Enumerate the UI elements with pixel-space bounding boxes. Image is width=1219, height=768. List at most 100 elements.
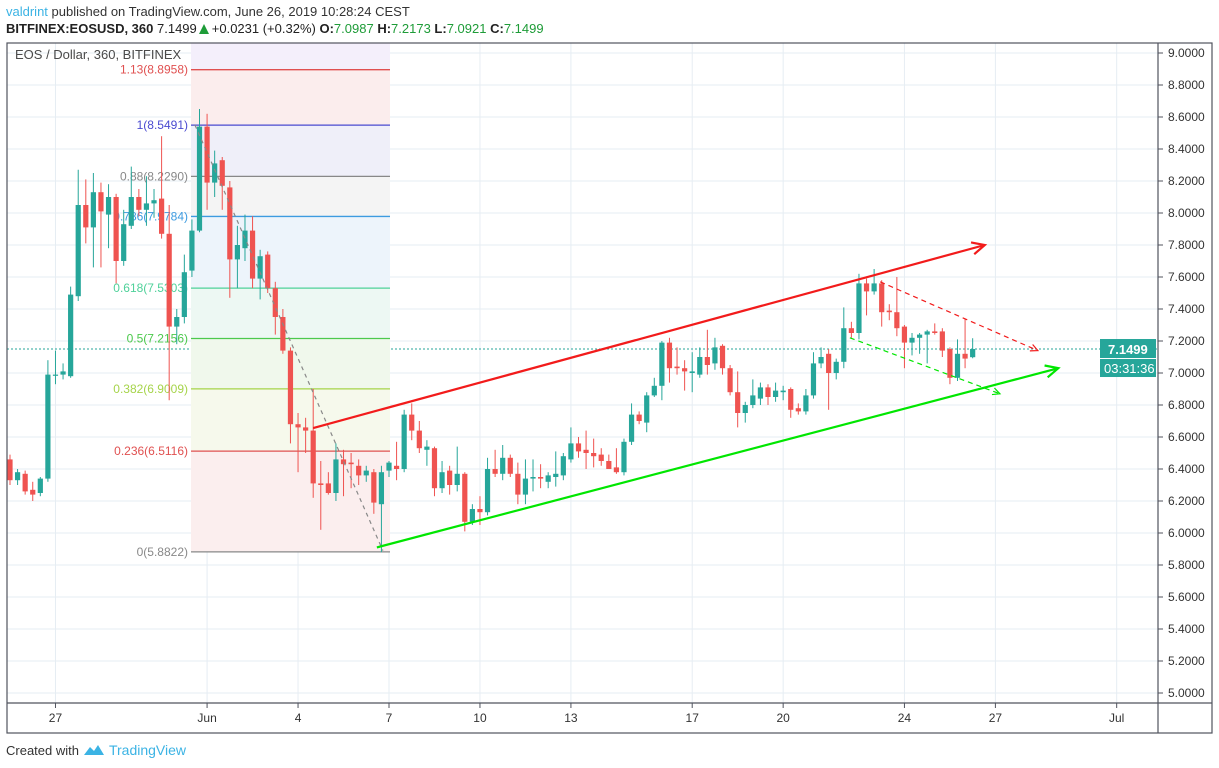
candle: [507, 454, 513, 477]
candle-body: [7, 459, 13, 481]
candle-body: [371, 472, 377, 503]
candle: [189, 219, 195, 277]
candle-body: [174, 317, 180, 327]
trendlines[interactable]: [194, 124, 1061, 551]
candle: [689, 352, 695, 393]
candle: [879, 280, 885, 327]
fib-zone: [191, 43, 390, 70]
candle-body: [712, 347, 718, 364]
price-tick-label: 7.6000: [1168, 270, 1205, 284]
candle: [606, 454, 612, 469]
resistance-trendline-arrowhead: [970, 241, 988, 256]
candle: [962, 318, 968, 369]
candle-body: [181, 272, 187, 317]
fib-level-label: 0.236(6.5116): [114, 444, 188, 458]
footer: Created with TradingView: [6, 742, 186, 758]
candle-body: [924, 331, 930, 335]
candle-body: [227, 187, 233, 260]
candle: [682, 360, 688, 391]
candle-body: [666, 342, 673, 369]
candle-body: [272, 288, 278, 317]
candle-body: [219, 160, 225, 186]
candle-body: [939, 331, 945, 351]
candle-body: [424, 446, 430, 450]
candle: [227, 181, 233, 298]
fibonacci-retracement[interactable]: 1.13(8.8958) 1(8.5491) 0.88(8.2290) 0.786(7…: [113, 43, 390, 559]
candle: [742, 401, 748, 423]
candle-body: [568, 443, 574, 460]
candle-body: [386, 462, 392, 471]
candle-body: [143, 203, 150, 210]
time-axis[interactable]: 27 Jun 4 7 10 13 17 20 24 27 Jul: [49, 703, 1125, 725]
descending-support-dashed: [849, 337, 1001, 395]
price-tick-label: 7.4000: [1168, 302, 1205, 316]
candle-body: [947, 349, 953, 378]
author-link[interactable]: valdrint: [6, 4, 48, 19]
candle-body: [105, 197, 112, 215]
candle-body: [871, 283, 877, 292]
candle: [52, 350, 59, 385]
price-tick-label: 8.0000: [1168, 206, 1205, 220]
candle: [613, 448, 619, 474]
candle: [484, 457, 491, 516]
candle-body: [363, 470, 369, 476]
chart-frame: [6, 42, 1213, 734]
candle-body: [318, 483, 324, 485]
candle-body: [901, 326, 908, 343]
candle-body: [484, 469, 491, 513]
candle-body: [621, 441, 627, 473]
candle: [174, 309, 180, 345]
candle-body: [530, 477, 536, 479]
last-price-marker: 7.1499 03:31:36: [1100, 339, 1156, 378]
candle-body: [22, 473, 28, 492]
candle: [704, 329, 710, 375]
descending-resistance-dashed: [879, 281, 1039, 352]
candle-body: [545, 475, 551, 482]
candle-body: [553, 473, 559, 477]
candle: [212, 150, 218, 197]
price-change: +0.0231 (+0.32%): [211, 21, 316, 36]
candle-body: [757, 387, 764, 399]
fib-trend-dashed-line: [194, 124, 384, 551]
chart-legend: EOS / Dollar, 360, BITFINEX: [15, 47, 181, 62]
candle-body: [765, 387, 771, 397]
candle: [871, 269, 877, 295]
candle: [318, 461, 324, 530]
candle: [143, 176, 150, 226]
candle-body: [970, 349, 976, 358]
candle: [98, 182, 104, 268]
candle-body: [659, 342, 665, 386]
candle: [553, 451, 559, 487]
candle-body: [788, 389, 794, 410]
candle: [909, 333, 915, 356]
candle: [128, 166, 134, 229]
price-axis[interactable]: 9.0000 8.8000 8.6000 8.4000 8.2000 8.0000 7.80…: [1158, 46, 1205, 700]
candle-body: [651, 385, 657, 396]
candle-body: [515, 473, 521, 495]
candle-body: [60, 371, 66, 375]
candle: [105, 184, 112, 249]
candle-body: [598, 454, 604, 461]
candle-body: [14, 472, 21, 481]
candle-body: [136, 197, 142, 210]
price-tick-label: 9.0000: [1168, 46, 1205, 60]
candle-body: [575, 443, 582, 452]
candle: [249, 216, 256, 289]
candle: [295, 413, 301, 473]
tradingview-brand[interactable]: TradingView: [108, 742, 187, 758]
candle-body: [507, 457, 513, 474]
candle: [22, 470, 28, 495]
fib-zone: [191, 288, 390, 339]
candle: [901, 325, 908, 369]
candle: [424, 440, 430, 466]
candle: [303, 417, 309, 453]
candle-body: [121, 224, 127, 261]
candle-body: [189, 230, 195, 271]
candle-body: [560, 456, 566, 476]
candle: [651, 377, 657, 397]
candle-body: [841, 328, 847, 362]
candle: [841, 307, 847, 369]
candle: [659, 341, 665, 401]
candle-body: [704, 357, 710, 365]
